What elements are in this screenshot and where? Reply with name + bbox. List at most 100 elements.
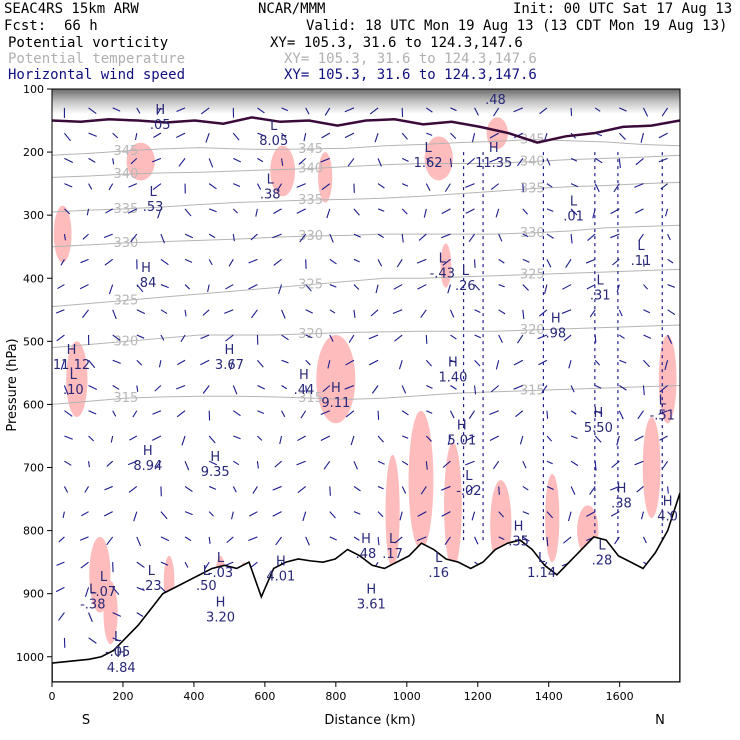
wind-vector xyxy=(517,158,524,167)
wind-vector xyxy=(563,536,572,544)
wind-vector xyxy=(614,536,620,545)
wind-vector xyxy=(489,410,499,416)
pv-high-marker: H xyxy=(594,406,604,421)
pv-high-marker: H xyxy=(551,311,561,326)
wind-vector xyxy=(394,334,403,342)
pv-extremum-marker: L xyxy=(270,119,278,134)
wind-vector xyxy=(329,309,336,314)
wind-vector xyxy=(498,486,500,495)
wind-vector xyxy=(184,511,193,516)
theta-label: 335 xyxy=(113,202,138,217)
pv-extremum-marker: H xyxy=(155,103,165,118)
wind-vector xyxy=(136,612,144,617)
pv-low-marker: L xyxy=(597,274,605,289)
wind-vector xyxy=(305,309,313,314)
pv-low-value: -.02 xyxy=(456,484,481,499)
wind-vector xyxy=(133,511,138,522)
wind-vector xyxy=(106,460,114,467)
wind-vector xyxy=(392,309,403,315)
pv-region xyxy=(658,335,677,424)
wind-vector xyxy=(160,536,170,542)
wind-vector xyxy=(88,461,90,468)
wind-vector xyxy=(228,259,234,267)
wind-vector xyxy=(544,284,548,294)
wind-vector xyxy=(498,309,506,315)
wind-vector xyxy=(208,259,213,266)
pv-high-marker: H xyxy=(210,450,220,465)
wind-vector xyxy=(493,107,500,117)
wind-vector xyxy=(562,284,572,290)
wind-vector xyxy=(257,157,264,163)
wind-vector xyxy=(64,208,71,215)
wind-vector xyxy=(546,536,549,547)
wind-vector xyxy=(88,359,96,369)
wind-vector xyxy=(498,233,503,242)
wind-vector xyxy=(585,258,596,264)
wind-vector xyxy=(538,359,548,366)
wind-vector xyxy=(106,536,114,546)
pv-high-marker: H xyxy=(448,356,458,371)
wind-vector xyxy=(425,183,431,192)
init-time: Init: 00 UTC Sat 17 Aug 13 xyxy=(513,1,733,17)
wind-vector xyxy=(205,132,210,143)
wind-vector xyxy=(208,435,216,444)
wind-vector xyxy=(522,284,529,291)
pv-high-value: 11.35 xyxy=(475,156,512,171)
pv-low-value: .16 xyxy=(428,566,449,581)
wind-vector xyxy=(450,334,457,340)
pv-extremum-value: 4.01 xyxy=(266,569,295,584)
pv-high-marker: H xyxy=(141,261,151,276)
theta-label: 320 xyxy=(113,334,138,349)
theta-contour-340 xyxy=(52,154,680,178)
wind-vector xyxy=(640,133,644,143)
wind-vector xyxy=(450,132,457,140)
wind-vector xyxy=(160,511,168,520)
theta-label: 345 xyxy=(298,142,323,157)
wind-vector xyxy=(546,233,554,239)
wind-vector xyxy=(152,410,162,415)
valid-time: Valid: 18 UTC Mon 19 Aug 13 (13 CDT Mon … xyxy=(306,18,728,34)
wind-vector xyxy=(449,309,455,318)
wind-vector xyxy=(300,410,307,419)
theta-label: 330 xyxy=(113,236,138,251)
wind-vector xyxy=(127,460,138,466)
wind-vector xyxy=(160,284,169,289)
wind-vector xyxy=(594,359,601,366)
wind-vector xyxy=(232,486,237,493)
wind-vector xyxy=(160,233,165,244)
wind-vector xyxy=(184,208,192,217)
wind-vector xyxy=(567,511,572,522)
wind-vector xyxy=(634,435,644,442)
wind-vector xyxy=(398,360,403,370)
theta-contour-325 xyxy=(52,268,680,308)
wind-vector xyxy=(181,435,186,446)
wind-vector xyxy=(667,233,671,241)
wind-vector xyxy=(79,284,89,290)
wind-vector xyxy=(323,460,331,470)
pv-high-value: 9.35 xyxy=(201,465,230,480)
theta-label: 315 xyxy=(113,391,138,406)
pv-high-marker: H xyxy=(225,343,235,358)
wind-vector xyxy=(81,511,89,517)
wind-vector xyxy=(58,612,65,621)
wind-vector xyxy=(401,208,408,215)
wind-vector xyxy=(63,132,72,142)
wind-vector xyxy=(128,486,138,493)
pv-low-marker: L xyxy=(424,141,432,156)
wind-vector xyxy=(184,536,192,542)
pv-low-value: .28 xyxy=(592,554,613,569)
wind-vector xyxy=(610,233,620,239)
wind-vector xyxy=(175,384,186,390)
wind-vector xyxy=(136,586,145,591)
wind-vector xyxy=(348,334,355,343)
wind-vector xyxy=(88,612,93,622)
wind-vector xyxy=(394,536,403,544)
theta-label: 335 xyxy=(520,182,545,197)
wind-vector xyxy=(401,157,409,162)
pv-low-marker: L xyxy=(462,264,470,279)
wind-vector xyxy=(60,360,65,370)
pv-extremum-marker: L xyxy=(538,551,546,566)
pv-region xyxy=(440,243,452,288)
wind-vector xyxy=(274,460,282,468)
